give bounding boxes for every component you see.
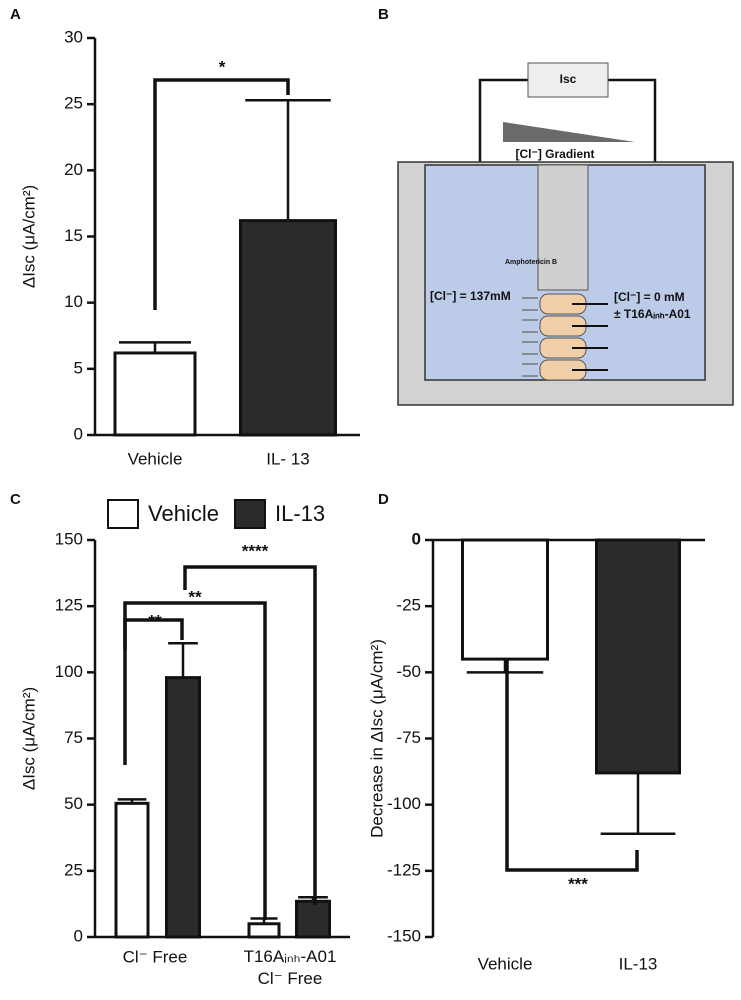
- y-tick-label: 5: [74, 358, 83, 377]
- right-label: [Cl⁻] = 0 mM: [614, 290, 685, 304]
- y-tick-label: -75: [396, 728, 421, 747]
- panel-label: A: [10, 6, 21, 23]
- y-axis-label: ΔIsc (μA/cm²): [19, 185, 38, 288]
- x-tick-label: Vehicle: [128, 449, 183, 468]
- meter-label: Isc: [560, 72, 577, 86]
- legend-label: IL-13: [275, 501, 325, 526]
- significance-bracket: [123, 601, 267, 920]
- y-tick-label: -50: [396, 662, 421, 681]
- significance-bracket: [153, 78, 290, 310]
- bar: [165, 676, 201, 939]
- x-tick-label: IL-13: [619, 954, 658, 973]
- y-tick-label: 125: [55, 596, 83, 615]
- panel-label: B: [378, 6, 389, 23]
- panel-label: C: [10, 491, 21, 508]
- legend-swatch: [107, 499, 139, 529]
- y-axis-label: ΔIsc (μA/cm²): [19, 687, 38, 790]
- bar: [295, 899, 331, 939]
- bar: [239, 219, 337, 437]
- significance-label: *: [219, 57, 226, 76]
- meter-box: [527, 62, 609, 98]
- inhibitor-label: ± T16Aᵢₙₕ-A01: [614, 307, 691, 321]
- y-tick-label: 30: [64, 27, 83, 46]
- x-tick-label: T16Aᵢₙₕ-A01 Cl⁻ Free: [244, 947, 337, 988]
- y-tick-label: 0: [74, 424, 83, 443]
- significance-bracket: [183, 565, 317, 905]
- significance-label: **: [188, 587, 202, 606]
- significance-label: ***: [568, 874, 588, 893]
- legend-swatch: [234, 499, 266, 529]
- y-tick-label: 10: [64, 292, 83, 311]
- y-tick-label: 100: [55, 662, 83, 681]
- bar: [461, 538, 549, 661]
- gradient-wedge: [503, 122, 635, 142]
- bar: [595, 538, 681, 775]
- bar: [113, 351, 197, 437]
- y-tick-label: 0: [74, 926, 83, 945]
- panel-label: D: [378, 491, 389, 508]
- y-tick-label: 75: [64, 728, 83, 747]
- left-label: [Cl⁻] = 137mM: [430, 289, 511, 303]
- y-tick-label: 50: [64, 794, 83, 813]
- significance-label: **: [148, 611, 162, 630]
- cells: [522, 293, 608, 381]
- x-tick-label: Vehicle: [478, 954, 533, 973]
- significance-label: ****: [242, 541, 269, 560]
- y-tick-label: 25: [64, 94, 83, 113]
- influx-arrows: [522, 297, 538, 377]
- bar: [247, 922, 281, 939]
- x-tick-label: Cl⁻ Free: [123, 947, 188, 966]
- y-tick-label: 150: [55, 529, 83, 548]
- significance-bracket: [505, 660, 639, 872]
- y-tick-label: -125: [387, 860, 421, 879]
- y-axis-label: Decrease in ΔIsc (μA/cm²): [367, 639, 386, 838]
- y-tick-label: -100: [387, 794, 421, 813]
- y-tick-label: 25: [64, 860, 83, 879]
- y-tick-label: 15: [64, 226, 83, 245]
- legend-label: Vehicle: [148, 501, 219, 526]
- y-tick-label: 0: [412, 529, 421, 548]
- y-tick-label: -150: [387, 926, 421, 945]
- bar: [114, 801, 150, 939]
- x-tick-label: IL- 13: [266, 449, 309, 468]
- efflux-arrows: [572, 303, 608, 371]
- gradient-label: [Cl⁻] Gradient: [515, 147, 594, 161]
- support: [537, 164, 589, 291]
- y-tick-label: 20: [64, 160, 83, 179]
- y-tick-label: -25: [396, 596, 421, 615]
- drug-label: Amphotericin B: [505, 259, 557, 266]
- diagram: B Isc [Cl⁻] Gradient Amphotericin B [Cl⁻…: [378, 6, 734, 406]
